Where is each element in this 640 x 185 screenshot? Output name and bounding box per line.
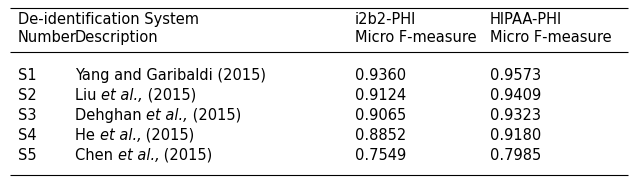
Text: 0.8852: 0.8852 <box>355 128 406 143</box>
Text: Micro F-measure: Micro F-measure <box>490 30 612 45</box>
Text: 0.7985: 0.7985 <box>490 148 541 163</box>
Text: (2015): (2015) <box>188 108 241 123</box>
Text: (2015): (2015) <box>141 128 195 143</box>
Text: S2: S2 <box>18 88 36 103</box>
Text: S4: S4 <box>18 128 36 143</box>
Text: S3: S3 <box>18 108 36 123</box>
Text: 0.7549: 0.7549 <box>355 148 406 163</box>
Text: i2b2-PHI: i2b2-PHI <box>355 12 417 27</box>
Text: Yang and Garibaldi (2015): Yang and Garibaldi (2015) <box>75 68 266 83</box>
Text: Chen: Chen <box>75 148 118 163</box>
Text: et al.,: et al., <box>147 108 188 123</box>
Text: Description: Description <box>75 30 159 45</box>
Text: (2015): (2015) <box>143 88 196 103</box>
Text: Liu: Liu <box>75 88 101 103</box>
Text: et al.,: et al., <box>118 148 159 163</box>
Text: (2015): (2015) <box>159 148 212 163</box>
Text: He: He <box>75 128 99 143</box>
Text: S1: S1 <box>18 68 36 83</box>
Text: De-identification System: De-identification System <box>18 12 199 27</box>
Text: Dehghan: Dehghan <box>75 108 147 123</box>
Text: S5: S5 <box>18 148 36 163</box>
Text: 0.9323: 0.9323 <box>490 108 541 123</box>
Text: 0.9124: 0.9124 <box>355 88 406 103</box>
Text: 0.9573: 0.9573 <box>490 68 541 83</box>
Text: Number: Number <box>18 30 77 45</box>
Text: 0.9065: 0.9065 <box>355 108 406 123</box>
Text: et al.,: et al., <box>99 128 141 143</box>
Text: et al.,: et al., <box>101 88 143 103</box>
Text: 0.9180: 0.9180 <box>490 128 541 143</box>
Text: 0.9360: 0.9360 <box>355 68 406 83</box>
Text: HIPAA-PHI: HIPAA-PHI <box>490 12 563 27</box>
Text: Micro F-measure: Micro F-measure <box>355 30 477 45</box>
Text: 0.9409: 0.9409 <box>490 88 541 103</box>
